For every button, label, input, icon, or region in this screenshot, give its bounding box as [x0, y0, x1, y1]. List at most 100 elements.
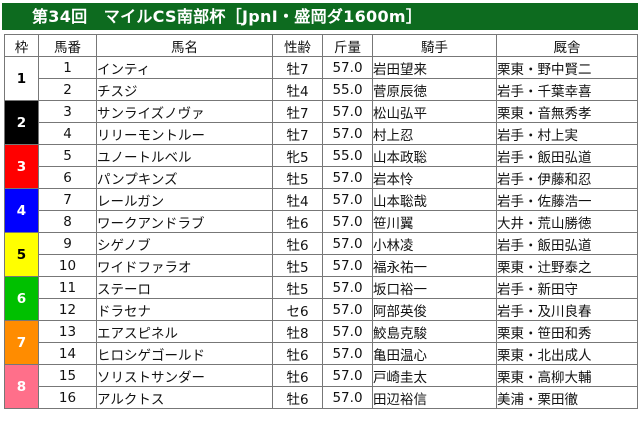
- umaban-cell: 15: [38, 364, 97, 387]
- sex-age-cell: 牡5: [272, 276, 323, 299]
- col-header-horse: 馬名: [96, 34, 273, 57]
- table-row: 12 ドラセナ セ6 57.0 阿部英俊 岩手・及川良春: [5, 298, 638, 321]
- waku-cell: 4: [4, 188, 39, 233]
- horse-name-cell: ワークアンドラブ: [96, 210, 273, 233]
- horse-name-cell: エアスピネル: [96, 320, 273, 343]
- jockey-cell: 阿部英俊: [372, 298, 497, 321]
- jockey-cell: 菅原辰徳: [372, 78, 497, 101]
- jockey-cell: 松山弘平: [372, 100, 497, 123]
- sex-age-cell: 牡5: [272, 166, 323, 189]
- weight-cell: 55.0: [322, 78, 373, 101]
- table-row: 4 リリーモントルー 牡7 57.0 村上忍 岩手・村上実: [5, 122, 638, 145]
- col-header-umaban: 馬番: [38, 34, 97, 57]
- waku-cell: 2: [4, 100, 39, 145]
- umaban-cell: 10: [38, 254, 97, 277]
- umaban-cell: 13: [38, 320, 97, 343]
- horse-name-cell: アルクトス: [96, 386, 273, 409]
- table-row: 10 ワイドファラオ 牡5 57.0 福永祐一 栗東・辻野泰之: [5, 254, 638, 277]
- table-row: 7 13 エアスピネル 牡8 57.0 鮫島克駿 栗東・笹田和秀: [4, 320, 638, 365]
- horse-name-cell: ユノートルベル: [96, 144, 273, 167]
- sex-age-cell: 牡5: [272, 254, 323, 277]
- weight-cell: 57.0: [322, 386, 373, 409]
- jockey-cell: 小林凌: [372, 232, 497, 255]
- sex-age-cell: 牡4: [272, 78, 323, 101]
- umaban-cell: 3: [38, 100, 97, 123]
- weight-cell: 57.0: [322, 122, 373, 145]
- sex-age-cell: 牡7: [272, 100, 323, 123]
- col-header-waku: 枠: [4, 34, 39, 57]
- weight-cell: 55.0: [322, 144, 373, 167]
- umaban-cell: 12: [38, 298, 97, 321]
- weight-cell: 57.0: [322, 210, 373, 233]
- umaban-cell: 2: [38, 78, 97, 101]
- trainer-cell: 栗東・高柳大輔: [496, 364, 638, 387]
- table-row: 8 ワークアンドラブ 牡6 57.0 笹川翼 大井・荒山勝徳: [5, 210, 638, 233]
- trainer-cell: 栗東・北出成人: [496, 342, 638, 365]
- horse-name-cell: レールガン: [96, 188, 273, 211]
- table-row: 2 3 サンライズノヴァ 牡7 57.0 松山弘平 栗東・音無秀孝: [4, 100, 638, 145]
- horse-name-cell: シゲノブ: [96, 232, 273, 255]
- race-title-banner: 第34回 マイルCS南部杯［JpnⅠ・盛岡ダ1600m］: [2, 3, 638, 30]
- weight-cell: 57.0: [322, 166, 373, 189]
- umaban-cell: 9: [38, 232, 97, 255]
- horse-name-cell: ヒロシゲゴールド: [96, 342, 273, 365]
- table-row: 6 パンプキンズ 牡5 57.0 岩本怜 岩手・伊藤和忍: [5, 166, 638, 189]
- trainer-cell: 岩手・及川良春: [496, 298, 638, 321]
- trainer-cell: 栗東・笹田和秀: [496, 320, 638, 343]
- sex-age-cell: 牡6: [272, 232, 323, 255]
- waku-cell: 3: [4, 144, 39, 189]
- race-title: 第34回 マイルCS南部杯［JpnⅠ・盛岡ダ1600m］: [32, 7, 423, 26]
- trainer-cell: 岩手・新田守: [496, 276, 638, 299]
- waku-cell: 7: [4, 320, 39, 365]
- table-row: 3 5 ユノートルベル 牝5 55.0 山本政聡 岩手・飯田弘道: [4, 144, 638, 189]
- weight-cell: 57.0: [322, 342, 373, 365]
- sex-age-cell: 牡8: [272, 320, 323, 343]
- col-header-kinryo: 斤量: [322, 34, 373, 57]
- trainer-cell: 岩手・佐藤浩一: [496, 188, 638, 211]
- entry-rows: 1 1 インティ 牡7 57.0 岩田望来 栗東・野中賢二 2 チスジ 牡4 55.0 菅原辰徳 岩手・…: [4, 56, 638, 409]
- table-row: 2 チスジ 牡4 55.0 菅原辰徳 岩手・千葉幸喜: [5, 78, 638, 101]
- table-row: 6 11 ステーロ 牡5 57.0 坂口裕一 岩手・新田守: [4, 276, 638, 321]
- waku-cell: 1: [4, 56, 39, 101]
- trainer-cell: 岩手・伊藤和忍: [496, 166, 638, 189]
- trainer-cell: 大井・荒山勝徳: [496, 210, 638, 233]
- weight-cell: 57.0: [322, 276, 373, 299]
- horse-name-cell: サンライズノヴァ: [96, 100, 273, 123]
- weight-cell: 57.0: [322, 298, 373, 321]
- umaban-cell: 6: [38, 166, 97, 189]
- trainer-cell: 栗東・音無秀孝: [496, 100, 638, 123]
- jockey-cell: 戸崎圭太: [372, 364, 497, 387]
- trainer-cell: 岩手・飯田弘道: [496, 144, 638, 167]
- jockey-cell: 田辺裕信: [372, 386, 497, 409]
- jockey-cell: 亀田温心: [372, 342, 497, 365]
- horse-name-cell: ソリストサンダー: [96, 364, 273, 387]
- waku-cell: 5: [4, 232, 39, 277]
- weight-cell: 57.0: [322, 320, 373, 343]
- trainer-cell: 美浦・栗田徹: [496, 386, 638, 409]
- sex-age-cell: 牡6: [272, 210, 323, 233]
- waku-cell: 8: [4, 364, 39, 409]
- weight-cell: 57.0: [322, 100, 373, 123]
- trainer-cell: 岩手・千葉幸喜: [496, 78, 638, 101]
- horse-name-cell: チスジ: [96, 78, 273, 101]
- trainer-cell: 栗東・野中賢二: [496, 56, 638, 79]
- table-row: 1 1 インティ 牡7 57.0 岩田望来 栗東・野中賢二: [4, 56, 638, 101]
- col-header-sexage: 性齢: [272, 34, 323, 57]
- horse-name-cell: インティ: [96, 56, 273, 79]
- sex-age-cell: 牡7: [272, 56, 323, 79]
- umaban-cell: 11: [38, 276, 97, 299]
- sex-age-cell: セ6: [272, 298, 323, 321]
- table-row: 14 ヒロシゲゴールド 牡6 57.0 亀田温心 栗東・北出成人: [5, 342, 638, 365]
- horse-name-cell: パンプキンズ: [96, 166, 273, 189]
- header-row: 枠 馬番 馬名 性齢 斤量 騎手 厩舎: [4, 34, 638, 57]
- sex-age-cell: 牡6: [272, 342, 323, 365]
- trainer-cell: 栗東・辻野泰之: [496, 254, 638, 277]
- col-header-trainer: 厩舎: [496, 34, 638, 57]
- jockey-cell: 岩本怜: [372, 166, 497, 189]
- table-row: 4 7 レールガン 牡4 57.0 山本聡哉 岩手・佐藤浩一: [4, 188, 638, 233]
- horse-name-cell: ワイドファラオ: [96, 254, 273, 277]
- waku-cell: 6: [4, 276, 39, 321]
- horse-name-cell: リリーモントルー: [96, 122, 273, 145]
- umaban-cell: 14: [38, 342, 97, 365]
- weight-cell: 57.0: [322, 188, 373, 211]
